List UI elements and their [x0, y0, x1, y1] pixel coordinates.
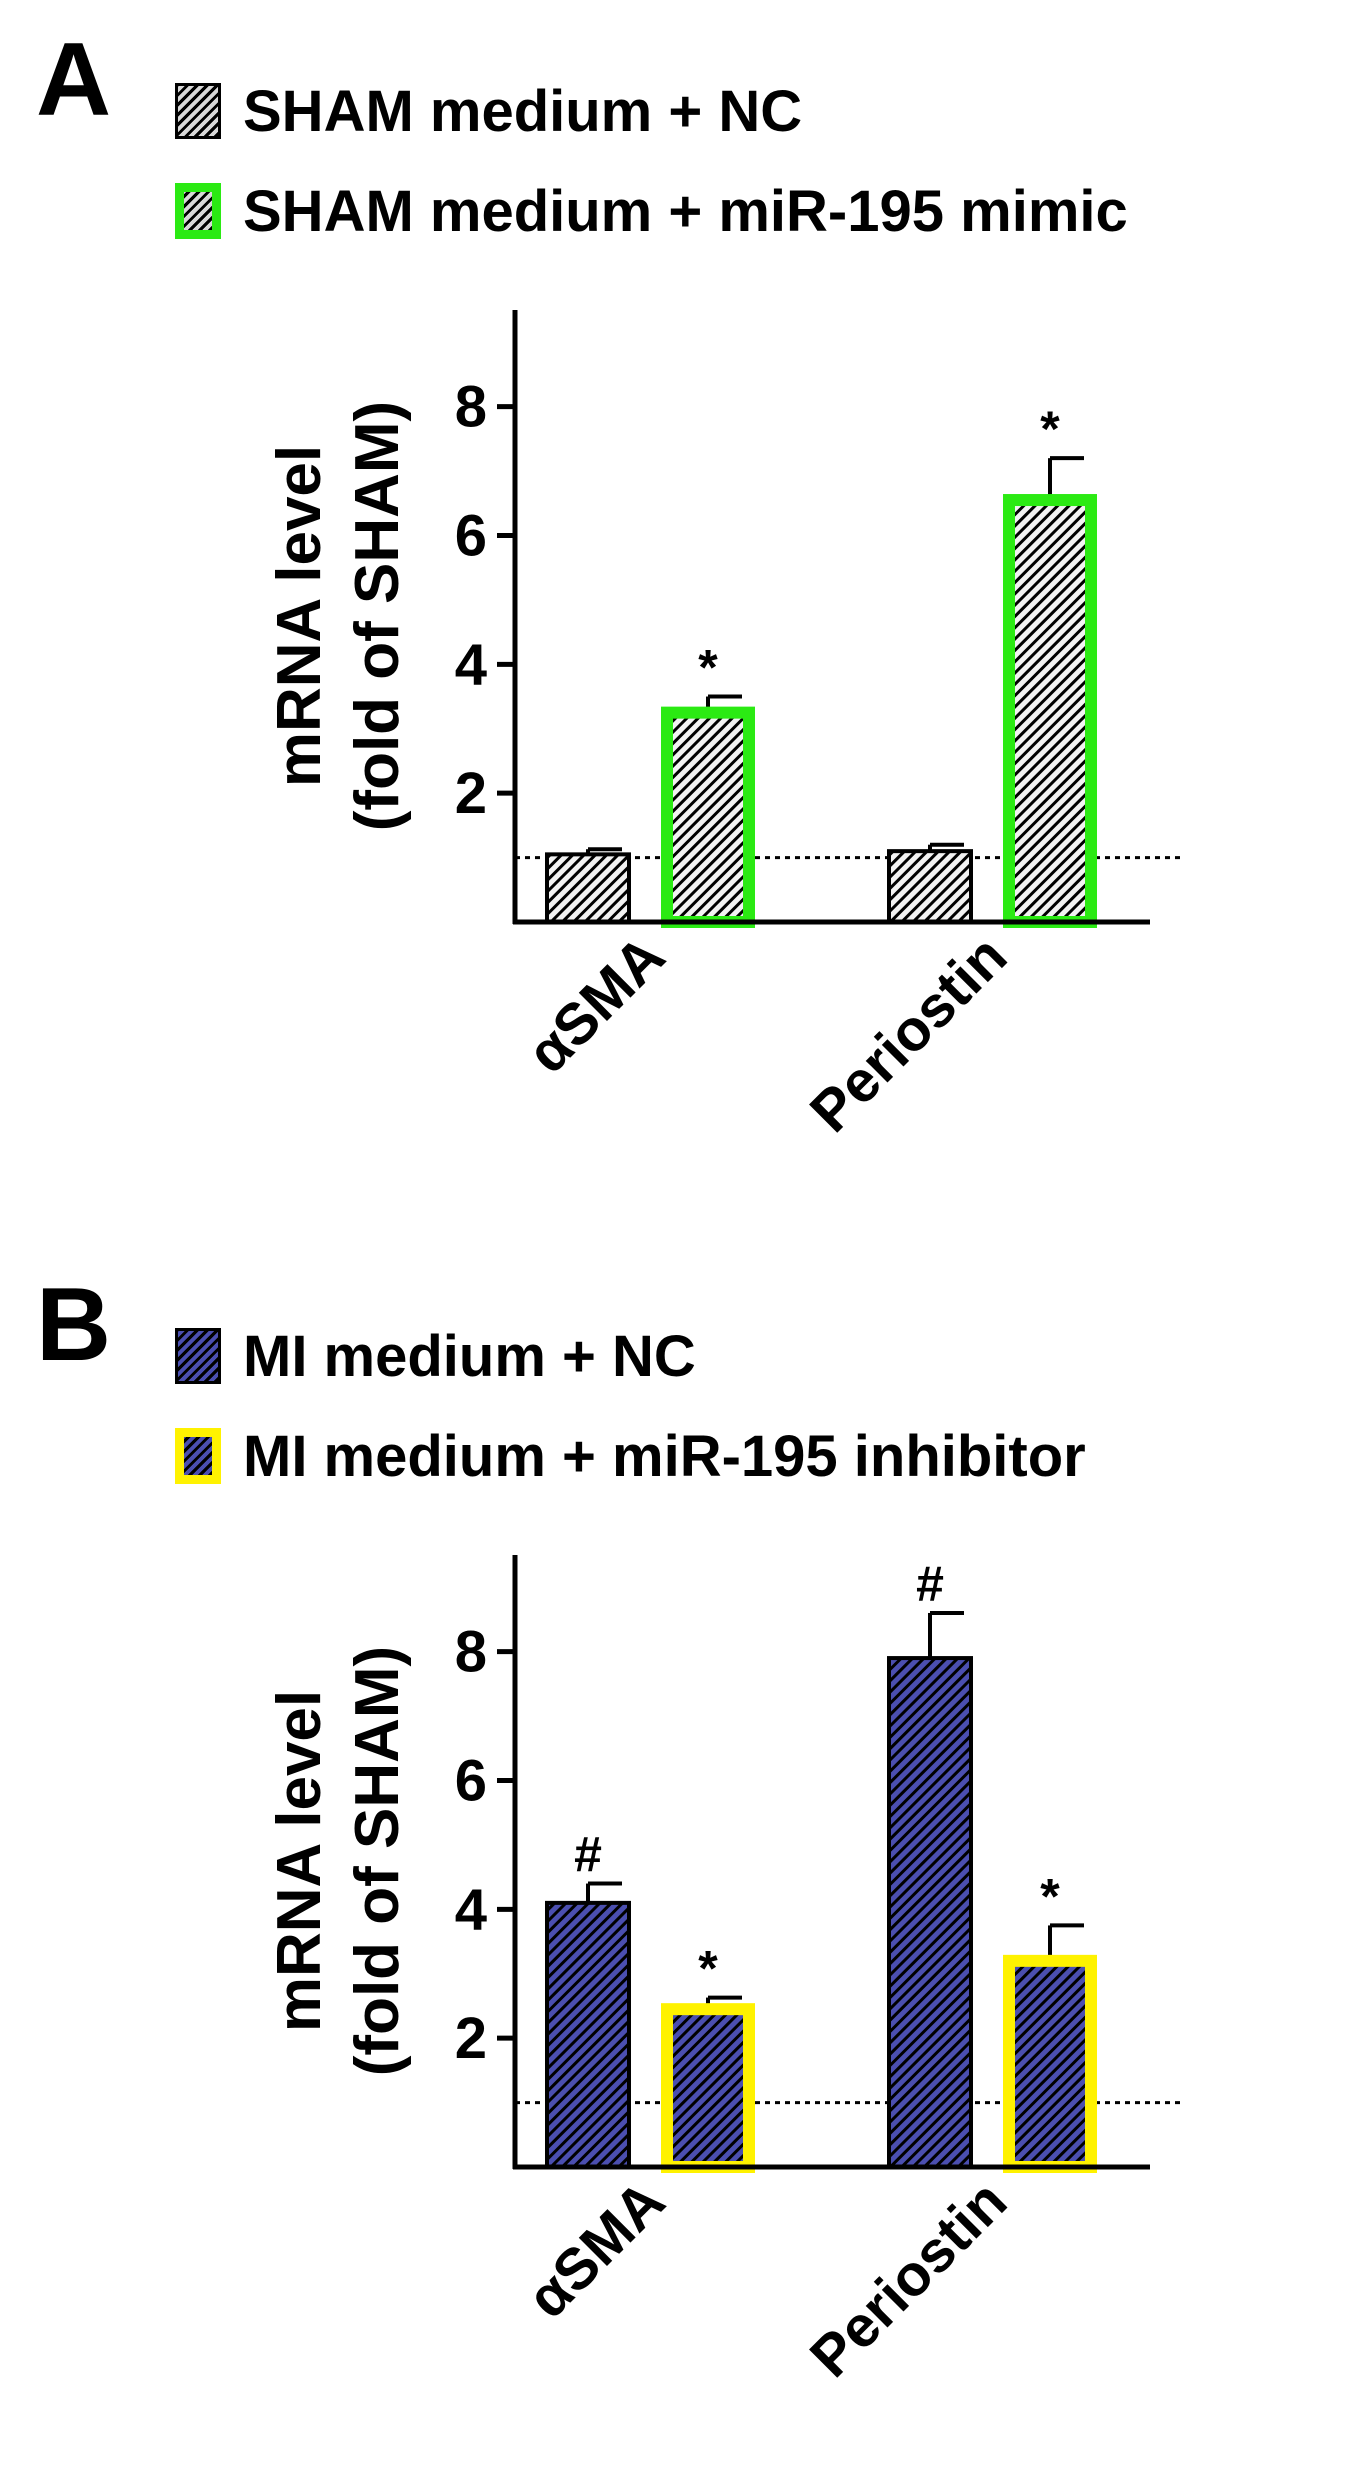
x-tick-label: Periostin [798, 923, 1019, 1144]
legend-swatch [175, 83, 221, 139]
bar [887, 1656, 973, 2169]
legend-label: SHAM medium + NC [243, 78, 803, 144]
y-tick-label: 8 [455, 375, 487, 440]
bar-chart: # * αSMA # * Periostin 2 4 6 8 mRNA level (fold of … [265, 1555, 1185, 2390]
bar [661, 2003, 755, 2173]
panel-b: B MI medium + NC MI medium + miR-195 inh… [0, 1245, 1370, 2475]
bar [1003, 494, 1097, 928]
x-tick-label: Periostin [798, 2168, 1019, 2389]
x-tick-label: αSMA [515, 2168, 677, 2330]
significance-mark: * [698, 1941, 718, 1997]
y-tick-label: 2 [455, 2006, 487, 2071]
legend-item: MI medium + NC [175, 1323, 696, 1389]
significance-mark: * [1040, 401, 1060, 457]
legend-swatch [175, 1428, 221, 1484]
legend-label: MI medium + miR-195 inhibitor [243, 1423, 1086, 1489]
legend-label: MI medium + NC [243, 1323, 696, 1389]
legend-item: MI medium + miR-195 inhibitor [175, 1423, 1086, 1489]
significance-mark: # [916, 1556, 944, 1612]
bar [545, 1900, 631, 2169]
panel-a: A SHAM medium + NC SHAM medium + miR-195… [0, 0, 1370, 1230]
y-tick-label: 6 [455, 1748, 487, 1813]
bar [887, 849, 973, 924]
legend-swatch [175, 1328, 221, 1384]
bar [1003, 1954, 1097, 2174]
panel-label: A [36, 22, 112, 138]
panel-label: B [36, 1267, 112, 1383]
y-axis-label: (fold of SHAM) [343, 1646, 412, 2076]
y-axis-label: (fold of SHAM) [343, 401, 412, 831]
bar-chart: * αSMA * Periostin 2 4 6 8 mRNA level (fold of SH… [265, 310, 1185, 1145]
legend-item: SHAM medium + NC [175, 78, 803, 144]
y-tick-label: 4 [455, 1877, 487, 1942]
bar [661, 706, 755, 929]
bar [545, 852, 631, 925]
significance-mark: * [1040, 1868, 1060, 1924]
significance-mark: * [698, 640, 718, 696]
significance-mark: # [574, 1827, 602, 1883]
y-tick-label: 2 [455, 761, 487, 826]
legend-item: SHAM medium + miR-195 mimic [175, 178, 1128, 244]
y-axis-label: mRNA level [265, 445, 334, 787]
legend-label: SHAM medium + miR-195 mimic [243, 178, 1128, 244]
legend-swatch [175, 183, 221, 239]
x-tick-label: αSMA [515, 923, 677, 1085]
y-tick-label: 4 [455, 632, 487, 697]
y-axis-label: mRNA level [265, 1690, 334, 2032]
y-tick-label: 8 [455, 1620, 487, 1685]
y-tick-label: 6 [455, 503, 487, 568]
